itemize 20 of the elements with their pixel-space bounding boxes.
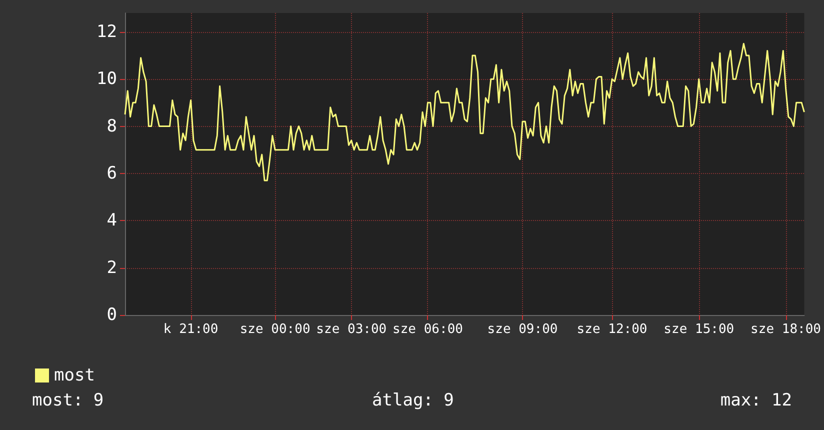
y-tick-label: 0 — [106, 305, 117, 325]
x-tick-label: sze 18:00 — [750, 322, 822, 337]
line-series — [124, 42, 805, 182]
x-tick-label: sze 00:00 — [240, 322, 310, 337]
x-tick-label: sze 06:00 — [392, 322, 463, 337]
x-tick-label: sze 12:00 — [576, 322, 648, 337]
y-tick-label: 6 — [106, 163, 117, 184]
text: max: 12 — [720, 390, 792, 410]
y-tick-label: 2 — [106, 258, 117, 278]
y-tick-label: 8 — [106, 116, 117, 136]
y-tick-label: 4 — [106, 210, 117, 231]
y-tick-label: 10 — [96, 69, 117, 90]
x-tick-label: sze 15:00 — [664, 322, 734, 337]
x-tick-label: sze 03:00 — [316, 322, 387, 337]
y-tick-label: 12 — [96, 22, 117, 42]
text: most: 9 — [32, 390, 104, 410]
legend-label: most — [54, 366, 95, 386]
x-tick-label: k 21:00 — [163, 322, 218, 337]
text: átlag: 9 — [372, 390, 454, 410]
x-tick-label: sze 09:00 — [487, 322, 558, 337]
